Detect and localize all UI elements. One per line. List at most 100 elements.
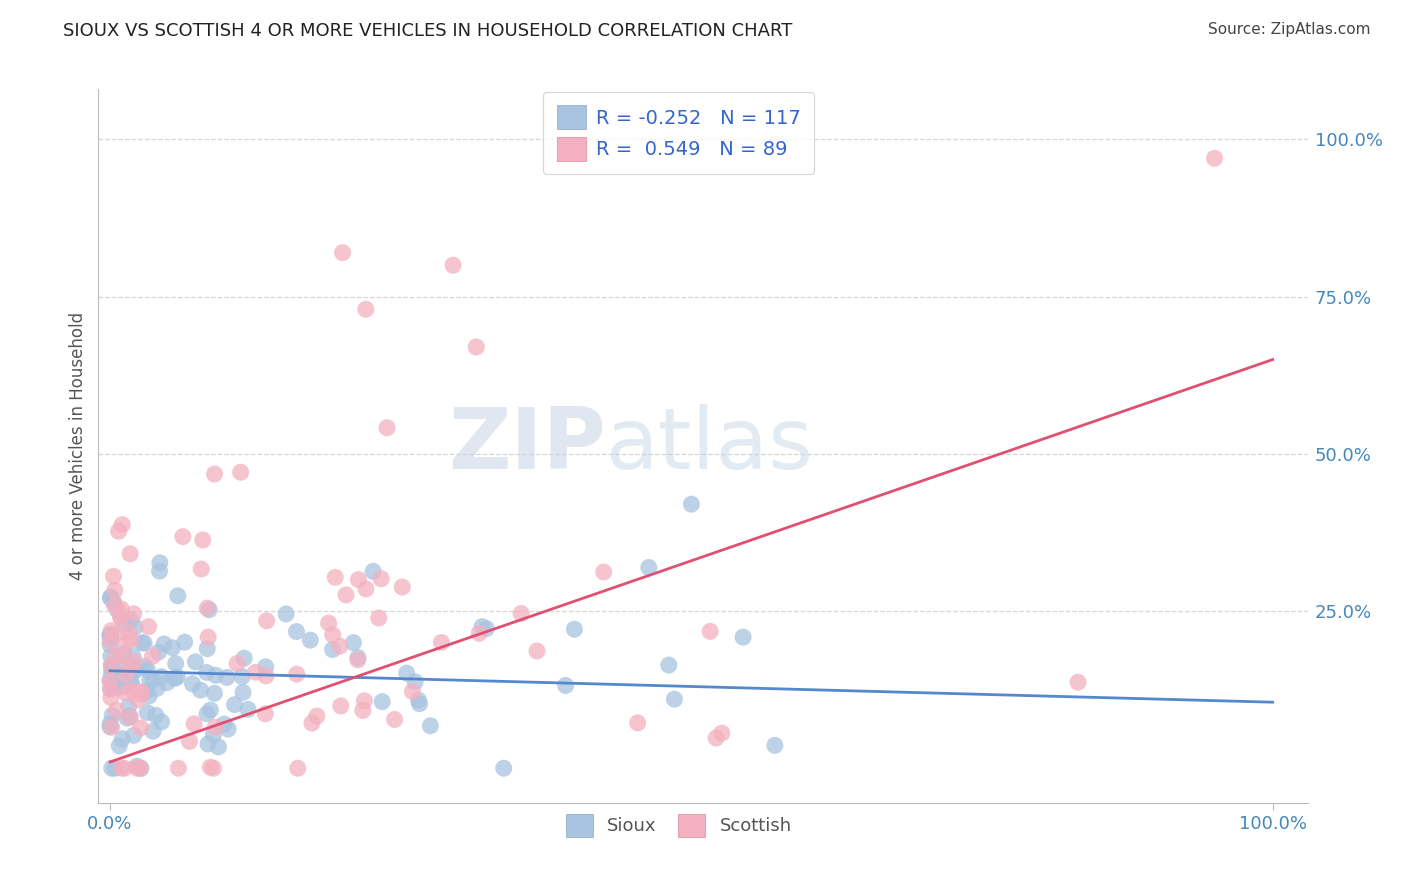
Point	[118, 664, 141, 678]
Point	[142, 673, 165, 688]
Point	[103, 681, 125, 695]
Point	[217, 722, 239, 736]
Point	[232, 685, 254, 699]
Point	[139, 673, 162, 688]
Point	[384, 713, 406, 727]
Point	[122, 607, 145, 621]
Point	[150, 670, 173, 684]
Point	[183, 716, 205, 731]
Point	[184, 655, 207, 669]
Point	[285, 624, 308, 639]
Point	[370, 572, 392, 586]
Point	[492, 761, 515, 775]
Point	[681, 497, 703, 511]
Point	[475, 622, 498, 636]
Point	[127, 761, 149, 775]
Point	[100, 658, 122, 673]
Point	[197, 737, 219, 751]
Point	[104, 583, 127, 598]
Point	[114, 686, 136, 700]
Point	[114, 761, 136, 775]
Point	[112, 648, 135, 663]
Point	[148, 645, 170, 659]
Point	[197, 630, 219, 644]
Point	[129, 761, 152, 775]
Point	[129, 685, 152, 699]
Point	[173, 635, 195, 649]
Point	[353, 694, 375, 708]
Point	[287, 761, 309, 775]
Point	[332, 245, 354, 260]
Point	[145, 708, 167, 723]
Point	[162, 640, 184, 655]
Point	[198, 603, 221, 617]
Point	[323, 570, 346, 584]
Point	[322, 642, 344, 657]
Point	[117, 699, 139, 714]
Point	[658, 658, 681, 673]
Point	[100, 720, 122, 734]
Point	[136, 663, 159, 677]
Point	[104, 761, 127, 775]
Point	[107, 603, 129, 617]
Point	[163, 671, 186, 685]
Point	[132, 636, 155, 650]
Point	[112, 647, 135, 661]
Point	[115, 711, 138, 725]
Point	[104, 649, 127, 664]
Point	[254, 660, 277, 674]
Point	[354, 302, 377, 317]
Point	[204, 686, 226, 700]
Point	[274, 607, 297, 621]
Point	[110, 610, 132, 624]
Point	[135, 684, 157, 698]
Point	[526, 644, 548, 658]
Point	[200, 760, 222, 774]
Point	[254, 706, 277, 721]
Point	[124, 620, 146, 634]
Point	[224, 698, 246, 712]
Point	[121, 660, 143, 674]
Point	[254, 669, 277, 683]
Point	[120, 678, 142, 692]
Point	[101, 708, 124, 723]
Point	[100, 666, 122, 681]
Point	[195, 706, 218, 721]
Point	[165, 657, 187, 671]
Point	[190, 683, 212, 698]
Point	[763, 739, 786, 753]
Point	[142, 724, 165, 739]
Point	[120, 710, 142, 724]
Point	[305, 709, 328, 723]
Point	[301, 716, 323, 731]
Point	[195, 641, 218, 656]
Point	[256, 614, 278, 628]
Point	[236, 702, 259, 716]
Point	[214, 717, 236, 731]
Point	[245, 665, 267, 680]
Point	[120, 547, 142, 561]
Point	[101, 663, 124, 677]
Point	[107, 524, 129, 539]
Point	[134, 659, 156, 673]
Point	[166, 670, 188, 684]
Point	[329, 698, 352, 713]
Point	[115, 635, 138, 649]
Point	[111, 681, 134, 695]
Point	[124, 664, 146, 678]
Point	[202, 761, 225, 775]
Point	[419, 719, 441, 733]
Point	[1067, 675, 1090, 690]
Point	[124, 655, 146, 669]
Legend: Sioux, Scottish: Sioux, Scottish	[558, 807, 799, 844]
Point	[98, 673, 121, 688]
Point	[98, 628, 121, 642]
Point	[375, 421, 398, 435]
Point	[564, 622, 586, 636]
Point	[104, 656, 127, 670]
Point	[112, 671, 135, 685]
Point	[98, 628, 121, 642]
Point	[98, 634, 121, 648]
Point	[138, 620, 160, 634]
Point	[146, 681, 169, 696]
